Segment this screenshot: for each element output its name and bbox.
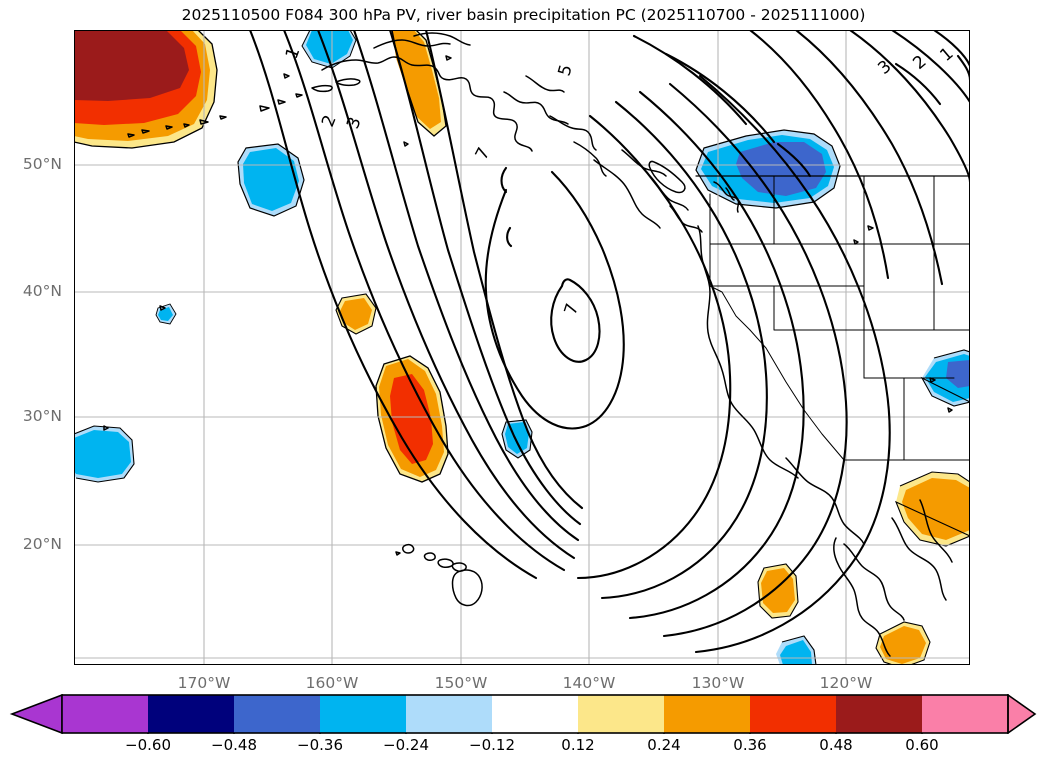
colorbar-seg-4 <box>406 695 492 733</box>
colorbar-tick-label-1: −0.48 <box>211 736 257 754</box>
ytick-label-30n: 30°N <box>22 407 62 425</box>
shading-layer <box>74 30 970 665</box>
colorbar-tick-label-3: −0.24 <box>383 736 429 754</box>
shade-tropical-positive-east <box>875 621 931 665</box>
pv-contours <box>248 30 970 654</box>
ytick-label-40n: 40°N <box>22 282 62 300</box>
colorbar-seg-2 <box>234 695 320 733</box>
shade-gulf-alaska-negative <box>237 143 305 217</box>
shade-nw-pacific-positive <box>74 30 218 149</box>
ytick-label-50n: 50°N <box>22 155 62 173</box>
colorbar-seg-7 <box>664 695 750 733</box>
xtick-label-170w: 170°W <box>177 674 231 692</box>
colorbar-tick-label-8: 0.48 <box>819 736 853 754</box>
map-svg: 7 7 5 3 2 1 2 3 1 <box>74 30 970 665</box>
colorbar-seg-10 <box>922 695 1008 733</box>
colorbar-seg-6 <box>578 695 664 733</box>
colorbar-tick-label-4: −0.12 <box>469 736 515 754</box>
colorbar-seg-1 <box>148 695 234 733</box>
xtick-label-140w: 140°W <box>562 674 616 692</box>
shade-tropical-west-negative <box>74 425 135 483</box>
colorbar-seg-0 <box>62 695 148 733</box>
colorbar-tick-label-6: 0.24 <box>647 736 681 754</box>
shade-central-pacific-positive <box>375 355 449 483</box>
xtick-label-150w: 150°W <box>434 674 488 692</box>
colorbar-extend-max <box>1007 693 1037 735</box>
shade-pacific-northwest-negative <box>695 129 841 209</box>
colorbar-tick-label-0: −0.60 <box>125 736 171 754</box>
colorbar-seg-3 <box>320 695 406 733</box>
graticule <box>74 30 970 665</box>
map-plot-area: 7 7 5 3 2 1 2 3 1 <box>74 30 970 665</box>
colorbar-outline <box>61 694 1009 734</box>
map-background <box>74 30 970 665</box>
colorbar-svg[interactable] <box>0 693 1047 738</box>
colorbar-tick-label-7: 0.36 <box>733 736 767 754</box>
colorbar-seg-9 <box>836 695 922 733</box>
xtick-label-120w: 120°W <box>819 674 873 692</box>
ytick-label-20n: 20°N <box>22 535 62 553</box>
colorbar-tick-label-2: −0.36 <box>297 736 343 754</box>
page-title: 2025110500 F084 300 hPa PV, river basin … <box>181 6 866 24</box>
colorbar-extend-min <box>9 693 63 735</box>
colorbar[interactable] <box>0 693 1047 738</box>
shade-baja-positive <box>894 471 970 547</box>
colorbar-seg-5 <box>492 695 578 733</box>
colorbar-tick-label-9: 0.60 <box>905 736 939 754</box>
colorbar-seg-8 <box>750 695 836 733</box>
contour-label-5: 5 <box>555 62 577 78</box>
colorbar-tick-label-5: 0.12 <box>561 736 595 754</box>
shade-central-pacific-small-positive <box>335 293 377 335</box>
coastlines <box>103 32 970 657</box>
xtick-label-160w: 160°W <box>305 674 359 692</box>
xtick-label-130w: 130°W <box>691 674 745 692</box>
